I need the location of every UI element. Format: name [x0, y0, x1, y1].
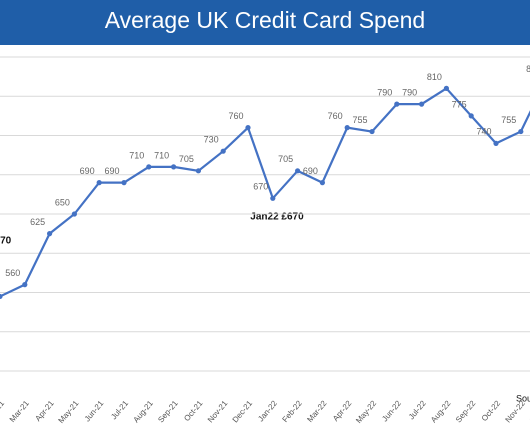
- point: [518, 128, 524, 135]
- point: [295, 168, 301, 174]
- data-label: 690: [303, 166, 318, 176]
- x-tick-label: Nov-21: [206, 398, 230, 424]
- data-label: 740: [476, 127, 491, 137]
- x-tick-label: Feb-22: [281, 398, 305, 424]
- data-label: 560: [5, 268, 20, 278]
- chart-title: Average UK Credit Card Spend: [105, 7, 425, 33]
- x-tick-label: Feb-21: [0, 398, 6, 424]
- point: [0, 293, 3, 300]
- data-label: 820: [526, 64, 530, 74]
- point: [270, 195, 276, 201]
- annotation: Jan22 £670: [250, 212, 304, 223]
- data-label: 670: [253, 182, 268, 192]
- point: [369, 128, 375, 135]
- point: [319, 180, 325, 186]
- point: [493, 140, 499, 146]
- data-label: 690: [104, 166, 119, 176]
- title-bar: [0, 0, 530, 45]
- point: [171, 164, 177, 170]
- x-tick-label: Mar-21: [8, 398, 32, 424]
- x-tick-label: Aug-21: [131, 398, 155, 424]
- point: [71, 211, 77, 217]
- data-label: 705: [278, 154, 293, 164]
- data-label: 790: [377, 87, 392, 97]
- data-label: 710: [154, 150, 169, 160]
- x-tick-label: Oct-21: [182, 398, 205, 423]
- x-tick-label: May-21: [56, 398, 80, 425]
- x-tick-label: May-22: [354, 398, 378, 425]
- x-tick-label: Oct-22: [480, 398, 503, 423]
- point: [245, 125, 251, 131]
- point: [344, 125, 350, 131]
- data-label: 690: [80, 166, 95, 176]
- data-label: 650: [55, 197, 70, 207]
- data-label: 705: [179, 154, 194, 164]
- data-label: 790: [402, 87, 417, 97]
- x-tick-label: Jun-22: [380, 398, 403, 423]
- x-tick-label: Mar-22: [305, 398, 329, 424]
- data-label: 810: [427, 72, 442, 82]
- x-tick-label: Dec-21: [231, 398, 255, 424]
- point: [96, 180, 102, 186]
- point: [394, 101, 400, 107]
- x-tick-label: Jul-21: [109, 398, 130, 421]
- data-label: 760: [228, 111, 243, 121]
- data-label: 760: [328, 111, 343, 121]
- data-label: 710: [129, 150, 144, 160]
- data-label: 775: [452, 99, 467, 109]
- point: [195, 168, 201, 174]
- x-tick-label: Jan-22: [256, 398, 279, 423]
- point: [220, 148, 226, 154]
- x-tick-label: Sep-21: [156, 398, 180, 424]
- point: [121, 180, 127, 186]
- point: [419, 101, 425, 107]
- point: [47, 231, 53, 237]
- x-tick-label: Jun-21: [83, 398, 106, 423]
- x-tick-label: Sep-22: [454, 398, 478, 424]
- data-label: 730: [204, 135, 219, 145]
- point: [468, 113, 474, 119]
- data-label: 755: [352, 115, 367, 125]
- x-tick-label: Aug-22: [429, 398, 453, 424]
- x-tick-label: Jul-22: [407, 398, 428, 421]
- data-label: 755: [501, 115, 516, 125]
- point: [443, 85, 449, 91]
- annotation: £570: [0, 236, 12, 247]
- annotation: Sou: [516, 393, 530, 403]
- data-label: 625: [30, 217, 45, 227]
- point: [22, 282, 28, 288]
- x-tick-label: Apr-22: [331, 398, 354, 423]
- point: [146, 164, 152, 170]
- x-tick-label: Apr-21: [33, 398, 56, 423]
